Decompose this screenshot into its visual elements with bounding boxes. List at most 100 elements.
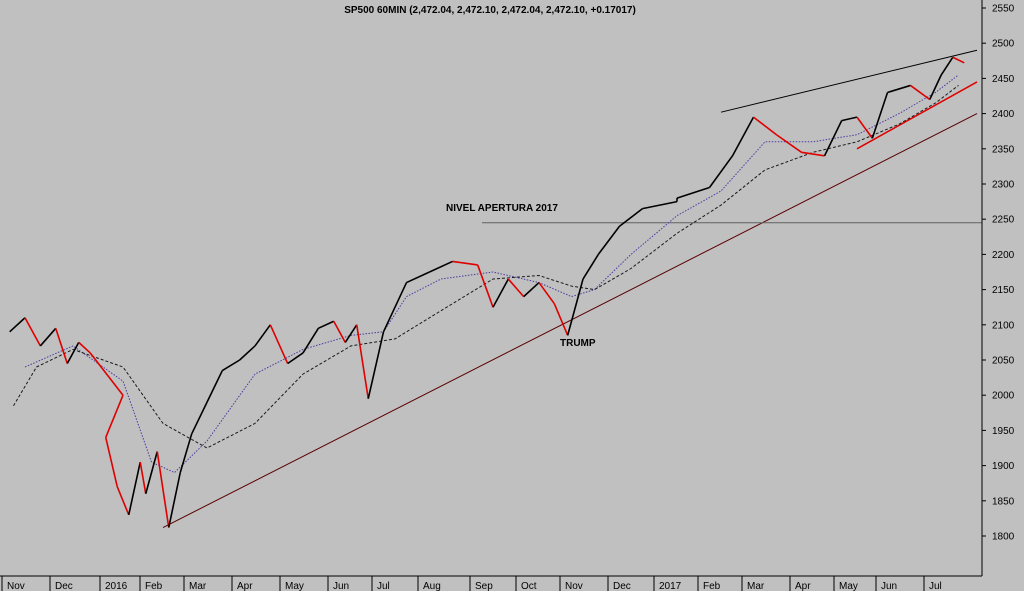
price-segment	[344, 324, 358, 343]
price-segment	[823, 120, 843, 157]
x-tick-label: Oct	[521, 581, 537, 591]
price-segment	[139, 461, 147, 494]
price-segment	[801, 151, 825, 157]
price-segment	[382, 282, 408, 333]
y-tick-label: 1800	[992, 532, 1015, 543]
y-tick-label: 2000	[992, 391, 1015, 402]
price-segment	[676, 186, 710, 199]
price-segment	[566, 278, 584, 336]
y-tick-label: 2050	[992, 356, 1015, 367]
price-segment	[333, 320, 346, 343]
chart-title: SP500 60MIN (2,472.04, 2,472.10, 2,472.0…	[344, 5, 636, 16]
price-segment	[642, 200, 678, 210]
price-segment	[492, 278, 510, 308]
x-tick-label: Feb	[703, 581, 721, 591]
price-segment	[856, 116, 873, 139]
price-segment	[54, 328, 69, 364]
price-segment	[318, 320, 335, 330]
x-tick-label: Jun	[881, 581, 897, 591]
price-segment	[39, 327, 57, 347]
x-tick-label: Dec	[613, 581, 631, 591]
plot-background	[0, 0, 982, 576]
y-axis: 2550 2500 2450 2400 2350 2300 2250 2200 2150 2100…	[982, 4, 1015, 543]
price-segment	[206, 370, 224, 403]
x-tick-label: May	[285, 581, 304, 591]
x-tick-label: Sep	[475, 581, 493, 591]
price-segment	[871, 92, 889, 139]
y-tick-label: 2250	[992, 215, 1015, 226]
price-segment	[179, 433, 193, 473]
price-segment	[841, 116, 858, 122]
price-segment	[538, 282, 555, 305]
price-segment	[66, 342, 80, 364]
x-tick-label: Dec	[55, 581, 73, 591]
price-segment	[910, 84, 931, 101]
x-tick-label: Nov	[7, 581, 25, 591]
price-segment	[24, 317, 42, 347]
price-segment	[708, 155, 734, 188]
price-segment	[507, 278, 525, 298]
x-tick-label: Jul	[377, 581, 390, 591]
price-segment	[887, 84, 911, 94]
price-segment	[254, 324, 271, 347]
y-tick-label: 2350	[992, 144, 1015, 155]
price-segment	[952, 56, 965, 64]
x-tick-label: Mar	[747, 581, 765, 591]
price-segment	[452, 260, 478, 266]
trend-line	[856, 81, 978, 150]
y-tick-label: 2300	[992, 180, 1015, 191]
x-tick-label: May	[839, 581, 858, 591]
price-segment	[105, 394, 124, 438]
y-tick-label: 2400	[992, 109, 1015, 120]
price-segment	[476, 264, 494, 308]
price-segment	[104, 437, 119, 487]
moving-averages	[13, 74, 959, 474]
price-segment	[731, 116, 755, 157]
y-tick-label: 1900	[992, 461, 1015, 472]
price-segment	[523, 281, 540, 298]
price-segment	[144, 451, 159, 494]
price-segment	[776, 134, 802, 153]
x-tick-label: Nov	[565, 581, 583, 591]
price-segment	[367, 331, 385, 399]
price-segment	[940, 56, 954, 76]
trend-lines	[162, 49, 978, 528]
price-segment	[221, 359, 241, 372]
price-segment	[239, 345, 256, 361]
price-segment	[597, 225, 621, 255]
y-tick-label: 2200	[992, 250, 1015, 261]
price-segment	[302, 327, 320, 354]
y-tick-label: 2100	[992, 320, 1015, 331]
price-segment	[127, 461, 142, 516]
annotations: NIVEL APERTURA 2017 TRUMP	[446, 203, 596, 349]
price-segment	[156, 451, 170, 528]
moving-average-line	[24, 74, 959, 474]
price-segment	[582, 253, 600, 280]
price-segment	[116, 486, 130, 516]
price-segment	[287, 352, 304, 365]
price-segment	[355, 324, 370, 399]
price-segment	[406, 271, 430, 284]
x-tick-label: Jul	[929, 581, 942, 591]
price-segment	[78, 341, 91, 354]
x-tick-label: 2017	[659, 581, 682, 591]
price-series	[9, 56, 965, 528]
x-tick-label: Apr	[237, 581, 253, 591]
y-tick-label: 1950	[992, 426, 1015, 437]
price-segment	[429, 260, 453, 273]
price-segment	[269, 324, 289, 364]
x-tick-label: Feb	[145, 581, 163, 591]
price-segment	[553, 303, 569, 336]
price-segment	[167, 472, 182, 528]
price-segment	[753, 116, 777, 136]
x-tick-label: 2016	[105, 581, 128, 591]
price-segment	[929, 74, 942, 100]
price-segment	[190, 401, 208, 435]
trend-line	[720, 49, 978, 113]
y-tick-label: 1850	[992, 496, 1015, 507]
moving-average-line	[13, 85, 959, 449]
trump-label: TRUMP	[560, 338, 596, 349]
apertura-label: NIVEL APERTURA 2017	[446, 203, 558, 214]
y-tick-label: 2150	[992, 285, 1015, 296]
